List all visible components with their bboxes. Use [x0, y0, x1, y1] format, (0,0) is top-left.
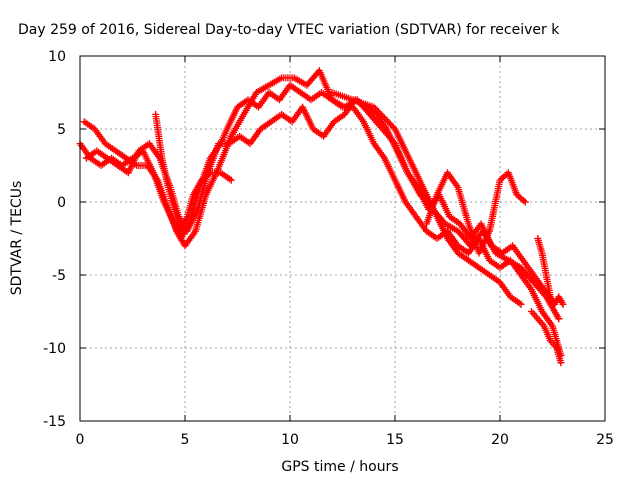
data-point [521, 198, 529, 206]
series-7 [528, 308, 565, 367]
data-point [388, 122, 396, 130]
y-axis-label: SDTVAR / TECUs [9, 181, 25, 296]
data-point [559, 300, 567, 308]
data-point [390, 123, 397, 131]
axis-ticks: 0 5 10 15 20 25 10 5 0 -5 -10 -15 [43, 49, 614, 448]
series-5 [423, 169, 529, 257]
data-point [384, 117, 391, 125]
y-tick-label: 5 [57, 122, 66, 138]
data-point [385, 119, 393, 127]
y-tick-label: -5 [52, 268, 66, 284]
data-point [227, 176, 235, 184]
data-point [382, 116, 390, 124]
data-point [517, 300, 525, 308]
data-point [557, 359, 565, 367]
data-point [381, 114, 388, 122]
data-points [76, 67, 567, 367]
x-tick-label: 10 [281, 432, 299, 448]
x-tick-label: 15 [386, 432, 404, 448]
data-point [378, 111, 385, 119]
data-point [555, 315, 563, 323]
data-point [376, 109, 384, 117]
x-tick-label: 25 [596, 432, 614, 448]
data-point [372, 105, 379, 113]
chart-title: Day 259 of 2016, Sidereal Day-to-day VTE… [18, 22, 560, 38]
x-tick-label: 20 [491, 432, 509, 448]
data-point [379, 112, 387, 120]
series-3 [152, 110, 235, 235]
y-tick-label: -10 [43, 341, 66, 357]
data-point [520, 197, 528, 205]
y-tick-label: 10 [48, 49, 66, 65]
data-point [205, 170, 213, 178]
data-point [387, 120, 394, 128]
x-tick-label: 0 [76, 432, 85, 448]
series-1 [80, 67, 563, 323]
y-tick-label: 0 [57, 195, 66, 211]
y-tick-label: -15 [43, 414, 66, 430]
x-tick-label: 5 [181, 432, 190, 448]
x-axis-label: GPS time / hours [281, 459, 398, 475]
series-6 [534, 235, 567, 308]
data-point [370, 103, 378, 111]
grid [80, 56, 605, 421]
data-point [375, 108, 382, 116]
plot-frame [79, 55, 606, 422]
data-point [373, 106, 381, 114]
